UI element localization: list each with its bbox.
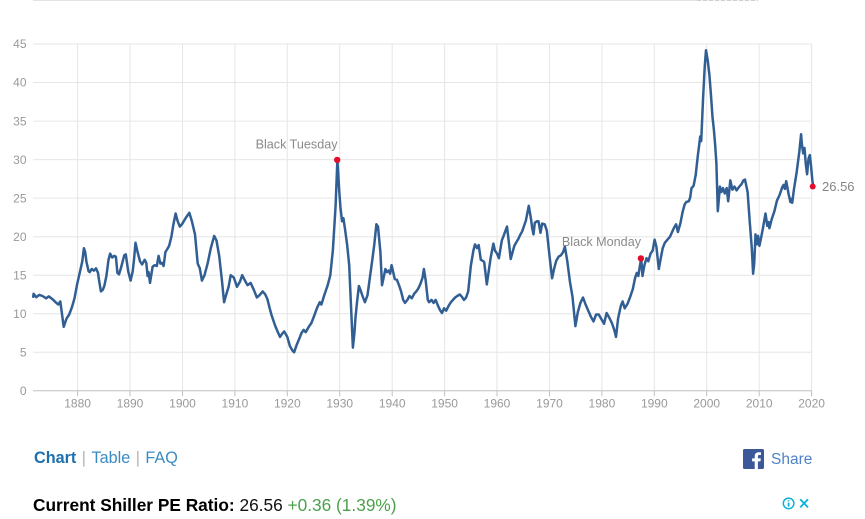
svg-text:45: 45 bbox=[13, 37, 27, 51]
svg-text:1980: 1980 bbox=[589, 397, 616, 411]
svg-text:30: 30 bbox=[13, 153, 27, 167]
svg-text:1890: 1890 bbox=[117, 397, 144, 411]
svg-text:2000: 2000 bbox=[693, 397, 720, 411]
svg-text:1950: 1950 bbox=[431, 397, 458, 411]
svg-text:15: 15 bbox=[13, 268, 27, 282]
svg-text:1880: 1880 bbox=[64, 397, 91, 411]
svg-text:26.56: 26.56 bbox=[822, 179, 855, 194]
svg-text:25: 25 bbox=[13, 191, 27, 205]
svg-text:1930: 1930 bbox=[326, 397, 353, 411]
svg-text:2020: 2020 bbox=[798, 397, 825, 411]
svg-text:1940: 1940 bbox=[379, 397, 406, 411]
svg-text:Black Monday: Black Monday bbox=[562, 235, 642, 249]
svg-text:0: 0 bbox=[20, 384, 27, 398]
svg-text:2010: 2010 bbox=[746, 397, 773, 411]
svg-text:20: 20 bbox=[13, 230, 27, 244]
svg-text:40: 40 bbox=[13, 76, 27, 90]
svg-text:Black Tuesday: Black Tuesday bbox=[256, 138, 339, 152]
svg-text:1910: 1910 bbox=[222, 397, 249, 411]
svg-text:1960: 1960 bbox=[484, 397, 511, 411]
svg-text:1970: 1970 bbox=[536, 397, 563, 411]
svg-text:1920: 1920 bbox=[274, 397, 301, 411]
svg-text:5: 5 bbox=[20, 346, 27, 360]
svg-text:35: 35 bbox=[13, 114, 27, 128]
svg-text:10: 10 bbox=[13, 307, 27, 321]
svg-text:1990: 1990 bbox=[641, 397, 668, 411]
svg-text:1900: 1900 bbox=[169, 397, 196, 411]
